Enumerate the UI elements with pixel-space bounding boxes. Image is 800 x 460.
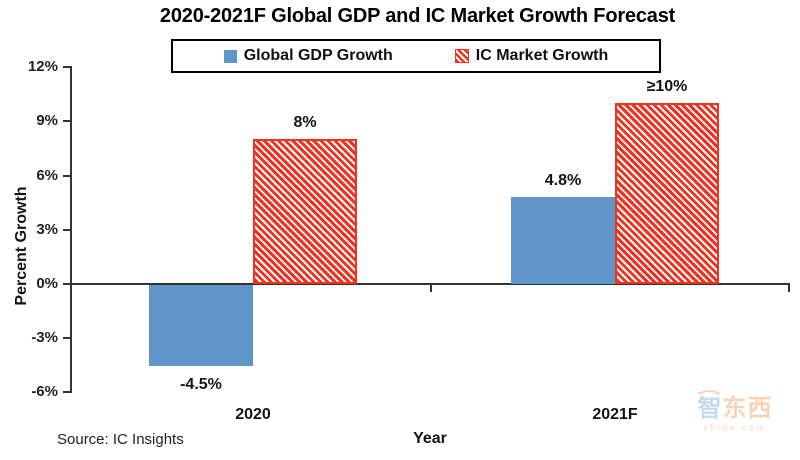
y-axis-tick-label: -3% bbox=[31, 329, 58, 347]
gdp-series-swatch-icon bbox=[223, 49, 237, 63]
bar-value-label: ≥10% bbox=[646, 78, 688, 96]
bar-global-gdp-growth-2021f bbox=[511, 197, 615, 284]
y-axis-tick-label: 6% bbox=[36, 166, 58, 184]
y-axis-tick-label: 0% bbox=[36, 275, 58, 292]
legend-label-gdp: Global GDP Growth bbox=[243, 47, 393, 64]
category-tick bbox=[430, 284, 432, 292]
bar-value-label: 8% bbox=[293, 114, 317, 132]
x-axis-category-label: 2021F bbox=[592, 406, 638, 423]
watermark-char: 西 bbox=[747, 395, 773, 422]
legend-item-gdp: Global GDP Growth bbox=[223, 47, 393, 65]
y-axis-title: Percent Growth bbox=[13, 186, 30, 306]
y-axis-tick-label: 3% bbox=[36, 220, 58, 238]
watermark-subtext: zhidx.com bbox=[703, 423, 767, 433]
category-tick bbox=[788, 284, 790, 292]
legend-item-ic: IC Market Growth bbox=[454, 47, 609, 65]
watermark-logo: 智东西 zhidx.com bbox=[680, 390, 790, 433]
y-axis-tick-label: 12% bbox=[27, 58, 58, 75]
y-axis-tick bbox=[63, 228, 72, 231]
y-axis-tick-label: 9% bbox=[36, 112, 58, 130]
y-axis-tick bbox=[63, 174, 72, 177]
watermark-char: 东 bbox=[722, 395, 748, 422]
legend: Global GDP Growth IC Market Growth bbox=[171, 39, 661, 73]
bar-value-label: -4.5% bbox=[180, 376, 222, 394]
y-axis-tick-label: -6% bbox=[31, 383, 58, 401]
y-axis-tick bbox=[63, 283, 72, 285]
bar-ic-market-growth-2021f bbox=[615, 103, 719, 284]
ic-series-swatch-icon bbox=[454, 49, 469, 63]
y-axis-tick bbox=[63, 66, 72, 68]
chart-title: 2020-2021F Global GDP and IC Market Grow… bbox=[159, 5, 676, 27]
y-axis-tick bbox=[63, 391, 72, 394]
legend-label-ic: IC Market Growth bbox=[475, 47, 609, 64]
source-note: Source: IC Insights bbox=[57, 431, 184, 448]
y-axis-tick bbox=[63, 120, 72, 123]
x-axis-title: Year bbox=[413, 430, 447, 447]
bar-value-label: 4.8% bbox=[544, 172, 582, 190]
y-axis-tick bbox=[63, 337, 72, 340]
bar-ic-market-growth-2020 bbox=[253, 139, 357, 284]
bar-global-gdp-growth-2020 bbox=[149, 285, 253, 367]
watermark-arc-icon bbox=[694, 390, 724, 410]
x-axis-category-label: 2020 bbox=[235, 406, 271, 423]
